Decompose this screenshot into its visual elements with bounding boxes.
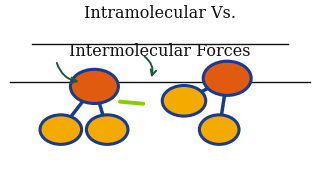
Ellipse shape <box>203 61 251 95</box>
Ellipse shape <box>86 115 128 144</box>
Ellipse shape <box>162 86 206 116</box>
Text: Intermolecular Forces: Intermolecular Forces <box>69 43 251 60</box>
Text: Intramolecular Vs.: Intramolecular Vs. <box>84 4 236 21</box>
Ellipse shape <box>70 69 118 103</box>
Ellipse shape <box>40 115 82 144</box>
Ellipse shape <box>199 115 239 144</box>
